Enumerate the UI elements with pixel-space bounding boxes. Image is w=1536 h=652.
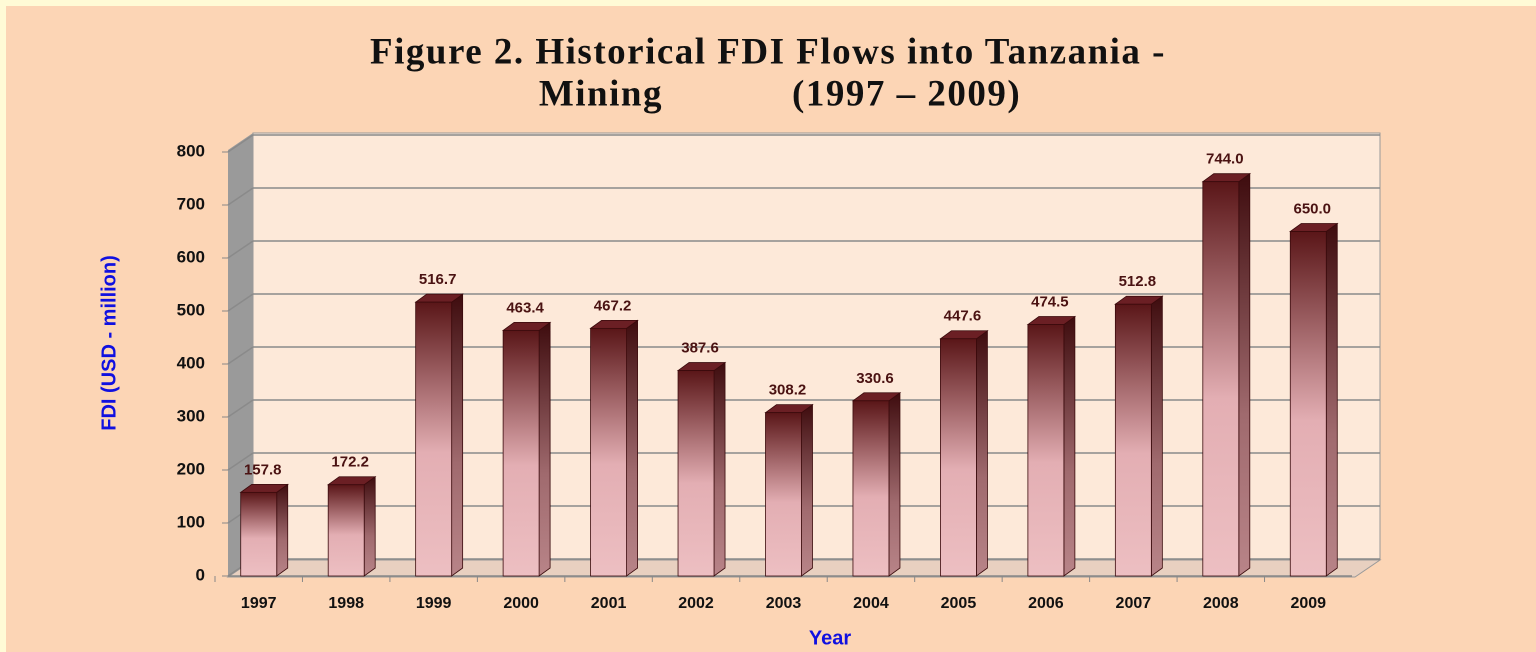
y-axis-title: FDI (USD - million): [98, 255, 120, 431]
bar: [1289, 222, 1339, 577]
bar: [764, 403, 814, 577]
x-axis-title: Year: [809, 627, 851, 649]
bar: [1026, 315, 1077, 577]
x-tick-label: 1998: [328, 595, 364, 612]
x-tick-label: 2003: [766, 595, 802, 612]
grid-line: [227, 452, 254, 471]
y-tick-label: 400: [177, 353, 205, 372]
x-tick-label: 2002: [678, 595, 714, 612]
bar: [939, 329, 989, 577]
chart-title: Mining (1997 – 2009): [539, 73, 1021, 114]
bar-front: [1289, 231, 1327, 577]
x-tick-label: 2005: [941, 595, 977, 612]
grid-line: [227, 346, 254, 365]
x-tick-label: 1997: [241, 595, 277, 612]
bar-side: [276, 483, 289, 577]
bar: [239, 483, 289, 577]
grid-line: [227, 187, 254, 206]
bar: [851, 391, 902, 577]
y-tick-label: 100: [177, 512, 205, 531]
bar-front: [940, 338, 977, 577]
bar-side: [1063, 315, 1076, 577]
x-tick-label: 2007: [1116, 595, 1152, 612]
value-label: 474.5: [1031, 293, 1069, 310]
bar-front: [327, 484, 365, 577]
bar-front: [415, 301, 453, 577]
bar-front: [1202, 181, 1240, 577]
value-label: 330.6: [856, 370, 894, 387]
value-label: 744.0: [1206, 151, 1244, 168]
y-tick-label: 700: [177, 194, 205, 213]
bar: [589, 319, 639, 577]
grid-line: [227, 399, 254, 418]
bar: [1114, 295, 1164, 577]
value-label: 467.2: [594, 297, 632, 314]
bar-front: [765, 412, 802, 577]
bar-front: [852, 400, 890, 577]
bar-side: [1238, 172, 1251, 577]
y-tick-label: 300: [177, 406, 205, 425]
y-tick-label: 600: [177, 247, 205, 266]
bar-side: [888, 391, 901, 577]
value-label: 172.2: [331, 454, 369, 471]
y-tick-label: 0: [196, 565, 205, 584]
x-tick-label: 2001: [591, 595, 627, 612]
value-label: 512.8: [1119, 273, 1157, 290]
value-label: 157.8: [244, 461, 282, 478]
x-tick-label: 2000: [503, 595, 539, 612]
bar-side: [451, 293, 464, 577]
x-tick-label: 1999: [416, 595, 452, 612]
bar-front: [1114, 303, 1152, 577]
bar-front: [502, 329, 540, 577]
bar-side: [801, 403, 813, 577]
value-label: 308.2: [769, 382, 807, 399]
grid-line: [227, 293, 254, 312]
grid-line: [227, 240, 254, 259]
bar: [1201, 172, 1252, 577]
bar-front: [1027, 324, 1065, 577]
bar: [676, 361, 727, 577]
bar: [501, 321, 552, 577]
bar-front: [240, 491, 278, 577]
bar-side: [538, 321, 551, 577]
x-tick-label: 2008: [1203, 595, 1239, 612]
grid-line: [227, 134, 254, 153]
value-label: 387.6: [681, 340, 719, 357]
bar-side: [1325, 222, 1338, 577]
bar: [414, 293, 464, 577]
chart-title: Figure 2. Historical FDI Flows into Tanz…: [370, 31, 1166, 72]
value-label: 650.0: [1293, 200, 1331, 217]
value-label: 447.6: [944, 308, 982, 325]
bar-side: [1150, 295, 1163, 577]
bar-front: [590, 327, 627, 577]
bar: [326, 475, 377, 577]
value-label: 516.7: [419, 271, 457, 288]
bar-front: [677, 370, 715, 577]
y-tick-label: 800: [177, 141, 205, 160]
y-tick-label: 500: [177, 300, 205, 319]
x-tick-label: 2004: [853, 595, 889, 612]
value-label: 463.4: [506, 299, 544, 316]
y-tick-label: 200: [177, 459, 205, 478]
bar-side: [976, 329, 988, 577]
x-tick-label: 2009: [1290, 595, 1326, 612]
bar-side: [363, 475, 376, 577]
bar-side: [626, 319, 638, 577]
x-tick-label: 2006: [1028, 595, 1064, 612]
bar-side: [713, 361, 726, 577]
